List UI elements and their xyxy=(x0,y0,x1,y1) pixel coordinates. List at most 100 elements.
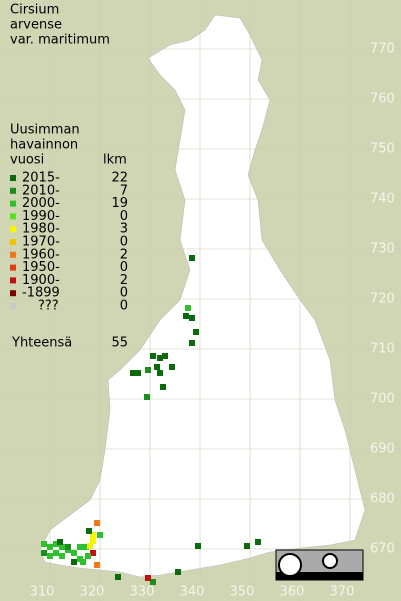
x-grid-label: 350 xyxy=(230,585,255,600)
legend-swatch xyxy=(10,187,16,194)
legend-heading: vuosi xyxy=(10,153,44,168)
legend-count: 0 xyxy=(120,286,128,301)
x-grid-label: 370 xyxy=(330,585,355,600)
y-grid-label: 750 xyxy=(370,142,395,157)
y-grid-label: 730 xyxy=(370,242,395,257)
legend-label: ??? xyxy=(38,299,59,314)
legend-swatch xyxy=(10,226,16,233)
legend-swatch xyxy=(10,303,16,309)
y-grid-label: 770 xyxy=(370,42,395,57)
observation xyxy=(135,370,141,376)
x-grid-label: 310 xyxy=(30,585,55,600)
observation xyxy=(90,550,96,556)
observations xyxy=(41,255,261,585)
observation xyxy=(175,569,181,575)
legend-swatch xyxy=(10,290,16,297)
y-grid-label: 740 xyxy=(370,192,395,207)
observation xyxy=(59,553,65,559)
legend-count: 22 xyxy=(111,171,128,186)
legend-label: 1900- xyxy=(22,273,60,288)
observation xyxy=(90,532,96,538)
legend-heading: Uusimman xyxy=(10,123,80,138)
observation xyxy=(41,550,47,556)
y-grid-label: 690 xyxy=(370,442,395,457)
legend-count: 2 xyxy=(120,247,128,262)
observation xyxy=(47,553,53,559)
observation xyxy=(83,544,89,550)
y-grid-label: 670 xyxy=(370,542,395,557)
legend-label: 1950- xyxy=(22,260,60,275)
y-grid-label: 720 xyxy=(370,292,395,307)
legend-swatch xyxy=(10,200,16,207)
observation xyxy=(244,543,250,549)
x-grid-label: 330 xyxy=(130,585,155,600)
observation xyxy=(144,394,150,400)
badge-cc xyxy=(278,553,302,577)
observation xyxy=(53,550,59,556)
observation xyxy=(87,543,93,549)
observation xyxy=(77,544,83,550)
legend-swatch xyxy=(10,251,16,258)
observation xyxy=(94,562,100,568)
observation xyxy=(145,575,151,581)
title-line: arvense xyxy=(10,18,62,33)
license-badge xyxy=(275,549,364,581)
y-grid-label: 700 xyxy=(370,392,395,407)
observation xyxy=(80,559,86,565)
legend-count: 3 xyxy=(120,222,128,237)
legend-label: -1899 xyxy=(22,286,60,301)
legend-count: 2 xyxy=(120,273,128,288)
observation xyxy=(41,541,47,547)
legend-swatch xyxy=(10,239,16,245)
observation xyxy=(193,329,199,335)
observation xyxy=(157,370,163,376)
legend-count: 0 xyxy=(120,235,128,250)
observation xyxy=(160,384,166,390)
observation xyxy=(255,539,261,545)
title-line: var. maritimum xyxy=(10,33,110,48)
legend-label: 1970- xyxy=(22,235,60,250)
observation xyxy=(59,544,65,550)
observation xyxy=(57,539,63,545)
observation xyxy=(169,364,175,370)
legend-count: 7 xyxy=(120,183,128,198)
observation xyxy=(189,340,195,346)
badge-by xyxy=(322,553,338,569)
observation xyxy=(130,370,136,376)
observation xyxy=(65,544,71,550)
legend-label: 1960- xyxy=(22,247,60,262)
legend-swatch xyxy=(10,175,16,181)
observation xyxy=(53,541,59,547)
observation xyxy=(86,528,92,534)
observation xyxy=(90,538,96,544)
observation xyxy=(162,353,168,359)
observation xyxy=(157,355,163,361)
legend-label: 2010- xyxy=(22,183,60,198)
observation xyxy=(145,367,151,373)
legend-swatch xyxy=(10,264,16,271)
y-grid-label: 760 xyxy=(370,92,395,107)
observation xyxy=(97,532,103,538)
y-grid-label: 710 xyxy=(370,342,395,357)
x-grid-label: 360 xyxy=(280,585,305,600)
observation xyxy=(183,313,189,319)
observation xyxy=(115,574,121,580)
observation xyxy=(94,520,100,526)
legend-total-count: 55 xyxy=(111,336,128,351)
legend-swatch xyxy=(10,213,16,220)
observation xyxy=(189,315,195,321)
observation xyxy=(85,553,91,559)
observation xyxy=(47,544,53,550)
legend-label: 1980- xyxy=(22,222,60,237)
observation xyxy=(185,305,191,311)
country-outline xyxy=(39,14,366,578)
observation xyxy=(71,550,77,556)
y-grid-label: 680 xyxy=(370,492,395,507)
observation xyxy=(150,353,156,359)
observation xyxy=(189,255,195,261)
legend-count-heading: lkm xyxy=(103,153,127,168)
legend-count: 19 xyxy=(111,196,128,211)
legend-swatch xyxy=(10,277,16,284)
